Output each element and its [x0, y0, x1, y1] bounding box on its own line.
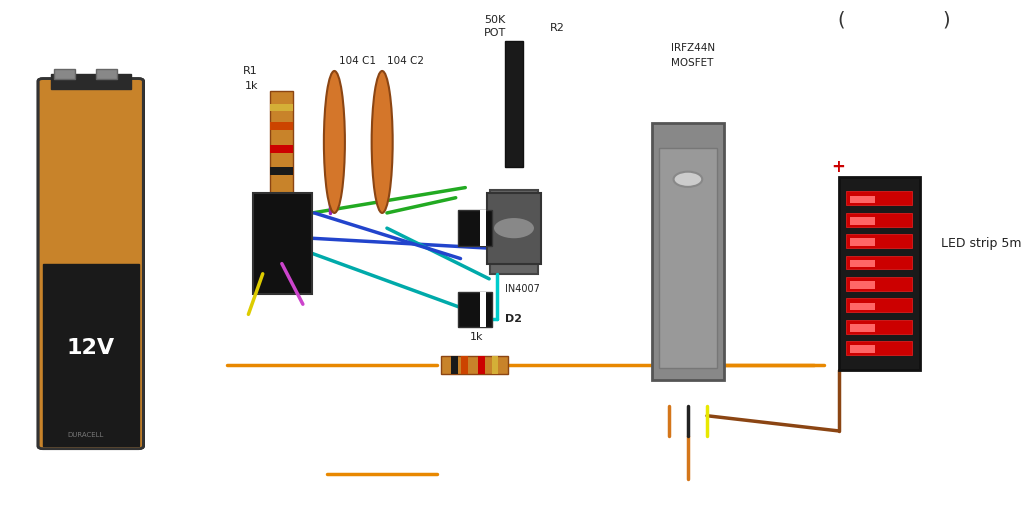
Text: DURACELL: DURACELL	[68, 432, 104, 438]
Text: 12V: 12V	[67, 338, 115, 357]
Text: 1k: 1k	[245, 81, 258, 91]
Text: IN4007: IN4007	[506, 203, 541, 213]
Text: D2: D2	[506, 314, 522, 324]
FancyBboxPatch shape	[39, 79, 142, 284]
Bar	[458, 292, 493, 327]
Bar	[847, 341, 912, 355]
Bar	[847, 299, 912, 312]
Bar	[847, 213, 912, 227]
Text: +: +	[831, 158, 845, 176]
Bar	[850, 260, 874, 267]
Text: 555: 555	[272, 223, 295, 233]
Bar	[270, 145, 293, 153]
Bar	[270, 103, 293, 112]
FancyBboxPatch shape	[37, 78, 144, 449]
Bar	[850, 196, 874, 203]
Bar	[43, 256, 138, 446]
Bar	[270, 167, 293, 175]
Bar	[478, 356, 485, 374]
Bar	[850, 303, 874, 310]
Bar	[847, 277, 912, 291]
Bar	[651, 123, 724, 380]
Text: youtube.com/techstudy: youtube.com/techstudy	[314, 371, 546, 390]
Text: Timer: Timer	[269, 254, 298, 264]
Text: 104 C2: 104 C2	[387, 56, 424, 66]
Text: ): )	[942, 11, 949, 30]
Bar	[850, 217, 874, 225]
Bar	[850, 281, 874, 289]
Bar	[487, 193, 541, 264]
Text: R1: R1	[244, 66, 258, 76]
Bar	[479, 292, 486, 327]
Bar	[270, 123, 293, 130]
Bar	[270, 91, 293, 203]
Text: D1: D1	[506, 233, 522, 243]
Text: 104 C1: 104 C1	[339, 56, 376, 66]
Bar	[839, 177, 920, 370]
Text: techstudy: techstudy	[314, 286, 641, 343]
Bar	[850, 238, 874, 246]
Circle shape	[493, 217, 535, 239]
Bar	[43, 264, 138, 446]
Bar	[95, 69, 117, 79]
Text: (: (	[837, 11, 845, 30]
Bar	[506, 41, 522, 167]
Bar	[847, 234, 912, 248]
Bar	[490, 190, 538, 274]
Bar	[659, 148, 717, 368]
Ellipse shape	[372, 71, 392, 213]
Bar	[479, 210, 486, 246]
Text: LED strip 5m: LED strip 5m	[941, 237, 1022, 250]
FancyBboxPatch shape	[38, 243, 143, 449]
Bar	[462, 356, 468, 374]
Bar	[850, 345, 874, 353]
Bar	[441, 356, 508, 374]
Text: IN4007: IN4007	[506, 284, 541, 294]
Text: IRFZ44N: IRFZ44N	[671, 43, 715, 53]
Bar	[218, 33, 823, 479]
Ellipse shape	[324, 71, 345, 213]
Bar	[50, 74, 131, 89]
Bar	[492, 356, 499, 374]
Bar	[54, 69, 76, 79]
Text: 50K: 50K	[484, 15, 506, 25]
Text: FET P: FET P	[673, 259, 703, 269]
Circle shape	[674, 172, 702, 187]
Text: 1k: 1k	[470, 332, 483, 342]
Bar	[847, 320, 912, 334]
Text: R2: R2	[550, 23, 564, 33]
Bar	[847, 256, 912, 270]
Bar	[847, 191, 912, 205]
Bar	[253, 193, 312, 294]
Text: POT: POT	[483, 28, 506, 38]
Bar	[452, 356, 458, 374]
Bar	[850, 324, 874, 332]
Text: MOSFET: MOSFET	[672, 58, 714, 68]
Bar	[458, 210, 493, 246]
